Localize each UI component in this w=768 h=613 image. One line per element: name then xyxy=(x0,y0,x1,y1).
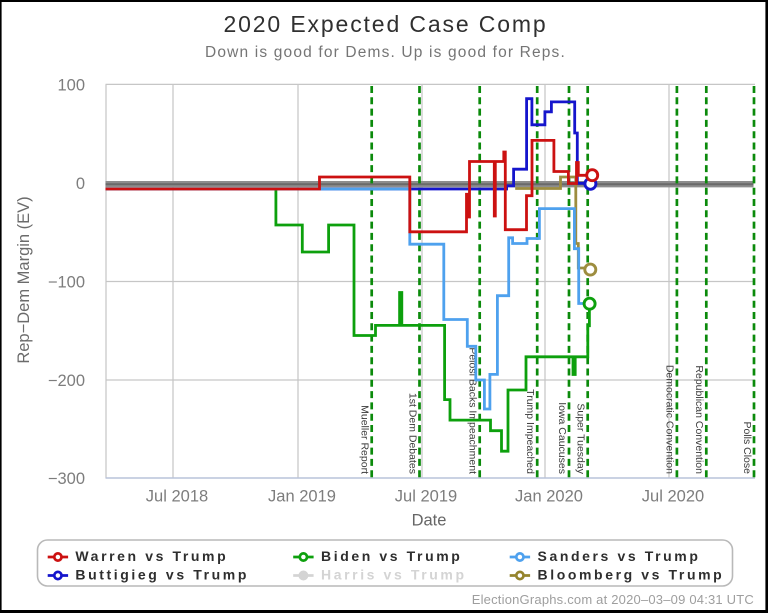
svg-text:Iowa Caucuses: Iowa Caucuses xyxy=(556,402,568,474)
svg-text:100: 100 xyxy=(57,76,85,94)
svg-text:Down is good for Dems. Up is g: Down is good for Dems. Up is good for Re… xyxy=(205,44,566,61)
svg-text:Jan 2019: Jan 2019 xyxy=(268,488,336,506)
svg-text:Sanders vs Trump: Sanders vs Trump xyxy=(538,548,701,564)
svg-text:−200: −200 xyxy=(48,372,85,390)
svg-text:Date: Date xyxy=(412,511,447,529)
svg-text:Warren vs Trump: Warren vs Trump xyxy=(75,548,228,564)
svg-text:Rep−Dem Margin (EV): Rep−Dem Margin (EV) xyxy=(15,196,33,363)
svg-text:Polls Close: Polls Close xyxy=(741,421,753,474)
svg-text:Trump Impeached: Trump Impeached xyxy=(524,389,536,474)
svg-text:Biden vs Trump: Biden vs Trump xyxy=(321,548,462,564)
svg-text:Jan 2020: Jan 2020 xyxy=(515,488,583,506)
svg-text:Super Tuesday: Super Tuesday xyxy=(575,403,587,474)
svg-text:1st Dem Debates: 1st Dem Debates xyxy=(406,393,418,474)
svg-text:Harris vs Trump: Harris vs Trump xyxy=(321,567,467,583)
svg-text:Republican Convention: Republican Convention xyxy=(693,365,705,474)
svg-text:2020 Expected Case Comp: 2020 Expected Case Comp xyxy=(223,11,547,37)
svg-text:Jul 2018: Jul 2018 xyxy=(146,488,208,506)
svg-text:−100: −100 xyxy=(48,273,85,291)
svg-text:ElectionGraphs.com at 2020–03–: ElectionGraphs.com at 2020–03–09 04:31 U… xyxy=(472,592,754,607)
svg-text:0: 0 xyxy=(76,175,85,193)
svg-text:−300: −300 xyxy=(48,470,85,488)
svg-text:Buttigieg vs Trump: Buttigieg vs Trump xyxy=(75,567,249,583)
svg-text:Jul 2019: Jul 2019 xyxy=(395,488,457,506)
svg-text:Jul 2020: Jul 2020 xyxy=(642,488,704,506)
svg-text:Bloomberg vs Trump: Bloomberg vs Trump xyxy=(538,567,725,583)
svg-text:Mueller Report: Mueller Report xyxy=(359,405,371,474)
svg-text:Democratic Convention: Democratic Convention xyxy=(664,365,676,474)
